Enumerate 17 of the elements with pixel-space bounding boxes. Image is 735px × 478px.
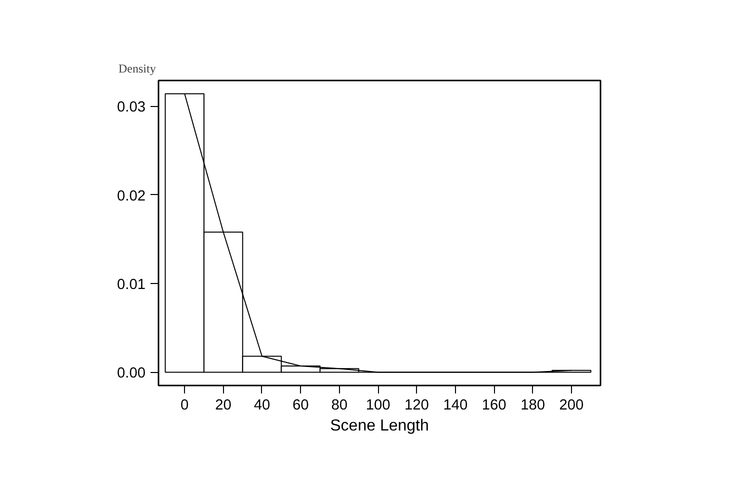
x-tick-label: 80 — [331, 398, 348, 414]
x-tick-label: 40 — [254, 398, 270, 414]
x-tick-label: 0 — [180, 398, 189, 414]
x-tick-label: 20 — [215, 398, 232, 414]
y-tick-label: 0.01 — [116, 277, 146, 294]
x-tick-label: 180 — [520, 398, 546, 414]
y-tick-label: 0.02 — [116, 188, 146, 204]
x-tick-label: 160 — [482, 398, 506, 414]
y-tick-label: 0.00 — [116, 366, 146, 382]
x-tick-label: 60 — [292, 398, 309, 414]
y-axis-title: Density — [118, 62, 156, 76]
x-tick-label: 140 — [443, 398, 468, 414]
x-tick-label: 200 — [559, 398, 584, 414]
x-tick-label: 120 — [404, 398, 429, 414]
y-tick-label: 0.03 — [116, 100, 146, 116]
x-axis-title: Scene Length — [330, 418, 429, 434]
x-tick-label: 100 — [366, 398, 390, 414]
